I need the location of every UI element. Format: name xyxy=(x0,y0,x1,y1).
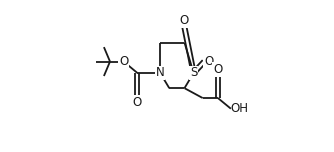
Text: O: O xyxy=(180,14,189,27)
Text: S: S xyxy=(190,66,197,79)
Text: O: O xyxy=(133,96,142,109)
Text: O: O xyxy=(119,55,128,68)
Text: OH: OH xyxy=(231,102,249,115)
Text: O: O xyxy=(204,55,213,68)
Text: O: O xyxy=(213,63,222,76)
Text: N: N xyxy=(156,66,165,79)
